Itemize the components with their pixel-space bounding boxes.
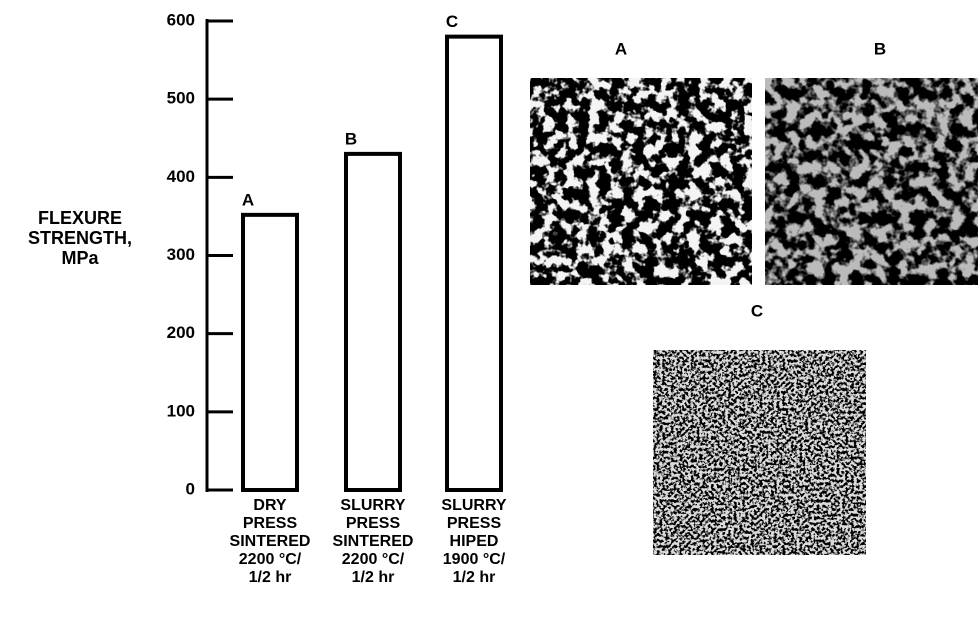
micrograph-b xyxy=(765,78,978,285)
y-tick-label: 500 xyxy=(167,89,195,108)
y-tick-label: 200 xyxy=(167,323,195,342)
bar xyxy=(241,212,299,492)
micrograph-a xyxy=(530,78,752,285)
bar-label: C xyxy=(446,12,458,31)
x-tick-label: SLURRY PRESS HIPED 1900 °C/ 1/2 hr xyxy=(441,497,507,586)
micrograph-c xyxy=(653,350,866,555)
y-tick-label: 100 xyxy=(167,401,195,420)
y-tick-label: 600 xyxy=(167,10,195,29)
bar xyxy=(344,151,402,492)
x-tick-label: DRY PRESS SINTERED 2200 °C/ 1/2 hr xyxy=(229,497,311,586)
micrograph-label: A xyxy=(615,39,627,58)
bar-label: A xyxy=(242,190,254,209)
micrograph-label: C xyxy=(751,301,763,320)
y-tick-label: 300 xyxy=(167,245,195,264)
y-axis-label: FLEXURE STRENGTH, MPa xyxy=(27,208,133,268)
y-tick-label: 400 xyxy=(167,167,195,186)
x-tick-label: SLURRY PRESS SINTERED 2200 °C/ 1/2 hr xyxy=(332,497,414,586)
bar xyxy=(445,34,503,493)
micrograph-label: B xyxy=(874,39,886,58)
bar-label: B xyxy=(345,129,357,148)
y-tick-label: 0 xyxy=(186,479,195,498)
